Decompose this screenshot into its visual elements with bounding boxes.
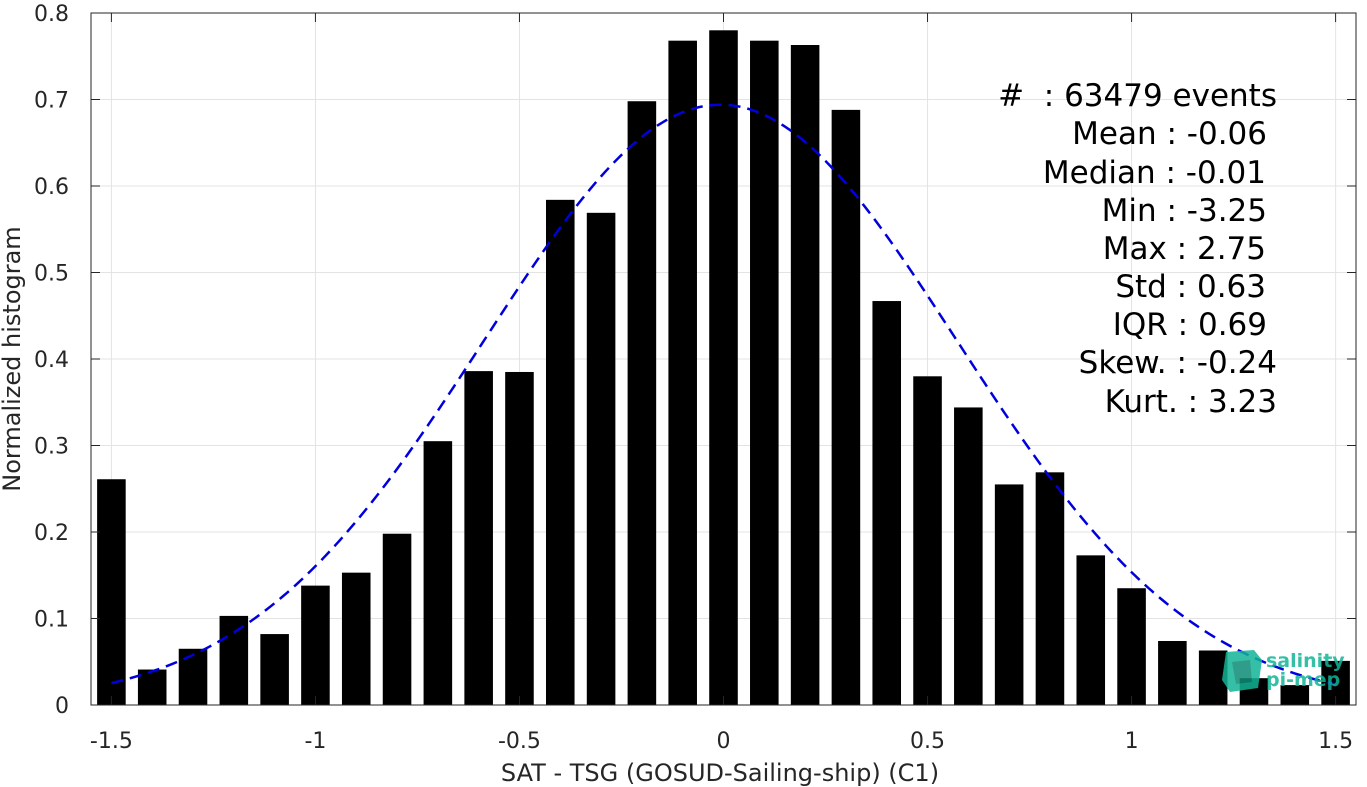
stat-median: Median : -0.01 <box>1043 155 1266 191</box>
x-tick-label: 0.5 <box>910 729 945 754</box>
salinity-pi-mep-logo: salinity pi-mep <box>1222 650 1345 692</box>
logo-line2: pi-mep <box>1266 669 1340 691</box>
histogram-bar <box>545 199 575 705</box>
histogram-bar <box>750 40 779 706</box>
x-tick-label: 1.5 <box>1318 729 1353 754</box>
x-tick-label: -1.5 <box>90 729 133 754</box>
histogram-bar <box>709 30 738 706</box>
stat-std: Std : 0.63 <box>1115 269 1266 305</box>
histogram-bar <box>219 615 249 705</box>
stat-events: # : 63479 events <box>998 78 1277 114</box>
x-tick-label: -0.5 <box>498 729 541 754</box>
stats-annotation: # : 63479 events Mean : -0.06 Median : -… <box>998 78 1277 420</box>
histogram-bar <box>1117 588 1146 705</box>
axis-ticks <box>91 12 1356 706</box>
y-tick-label: 0.5 <box>34 262 69 287</box>
x-tick-label: 1 <box>1125 729 1139 754</box>
histogram-bar <box>423 441 453 705</box>
bars-group <box>97 30 1350 706</box>
histogram-bar <box>790 45 820 705</box>
y-tick-label: 0.8 <box>34 2 69 27</box>
histogram-bar <box>994 484 1024 705</box>
histogram-bar <box>627 101 657 706</box>
histogram-bar <box>1076 555 1106 705</box>
logo-line1: salinity <box>1266 650 1345 672</box>
histogram-bar <box>260 634 289 705</box>
y-tick-labels: 0 0.1 0.2 0.3 0.4 0.5 0.6 0.7 0.8 <box>34 2 69 719</box>
histogram-bar <box>341 572 371 705</box>
y-tick-label: 0.3 <box>34 435 69 460</box>
stat-mean: Mean : -0.06 <box>1072 116 1267 152</box>
x-axis-label: SAT - TSG (GOSUD-Sailing-ship) (C1) <box>501 759 939 787</box>
histogram-bar <box>831 109 861 705</box>
histogram-bar <box>586 212 616 705</box>
gaussian-fit-curve <box>111 103 1336 686</box>
histogram-bar <box>913 376 942 705</box>
x-tick-label: 0 <box>717 729 731 754</box>
y-tick-label: 0.6 <box>34 175 69 200</box>
logo-emblem-inner-icon <box>1232 660 1252 684</box>
histogram-bar <box>464 371 493 705</box>
stat-skewness: Skew. : -0.24 <box>1079 345 1277 381</box>
histogram-bar <box>1035 472 1065 705</box>
histogram-bar <box>301 585 330 705</box>
stat-min: Min : -3.25 <box>1102 193 1267 229</box>
histogram-bar <box>954 407 983 705</box>
y-axis-label: Normalized histogram <box>0 226 26 491</box>
y-tick-label: 0.2 <box>34 521 69 546</box>
histogram-bar <box>137 669 167 705</box>
x-tick-label: -1 <box>304 729 326 754</box>
histogram-bar <box>1158 640 1187 705</box>
histogram-bar <box>178 648 208 705</box>
x-tick-labels: -1.5 -1 -0.5 0 0.5 1 1.5 <box>90 729 1353 754</box>
histogram-bar <box>505 371 534 705</box>
stat-iqr: IQR : 0.69 <box>1113 307 1267 343</box>
y-tick-label: 0.1 <box>34 608 69 633</box>
histogram-bar <box>382 533 412 705</box>
histogram-bar <box>1280 685 1310 705</box>
y-tick-label: 0 <box>55 694 69 719</box>
histogram-bar <box>97 479 126 705</box>
stat-kurtosis: Kurt. : 3.23 <box>1105 384 1277 420</box>
histogram-bar <box>872 301 902 705</box>
histogram-bar <box>668 40 697 706</box>
y-tick-label: 0.4 <box>34 348 69 373</box>
y-tick-label: 0.7 <box>34 89 69 114</box>
stat-max: Max : 2.75 <box>1103 231 1266 267</box>
